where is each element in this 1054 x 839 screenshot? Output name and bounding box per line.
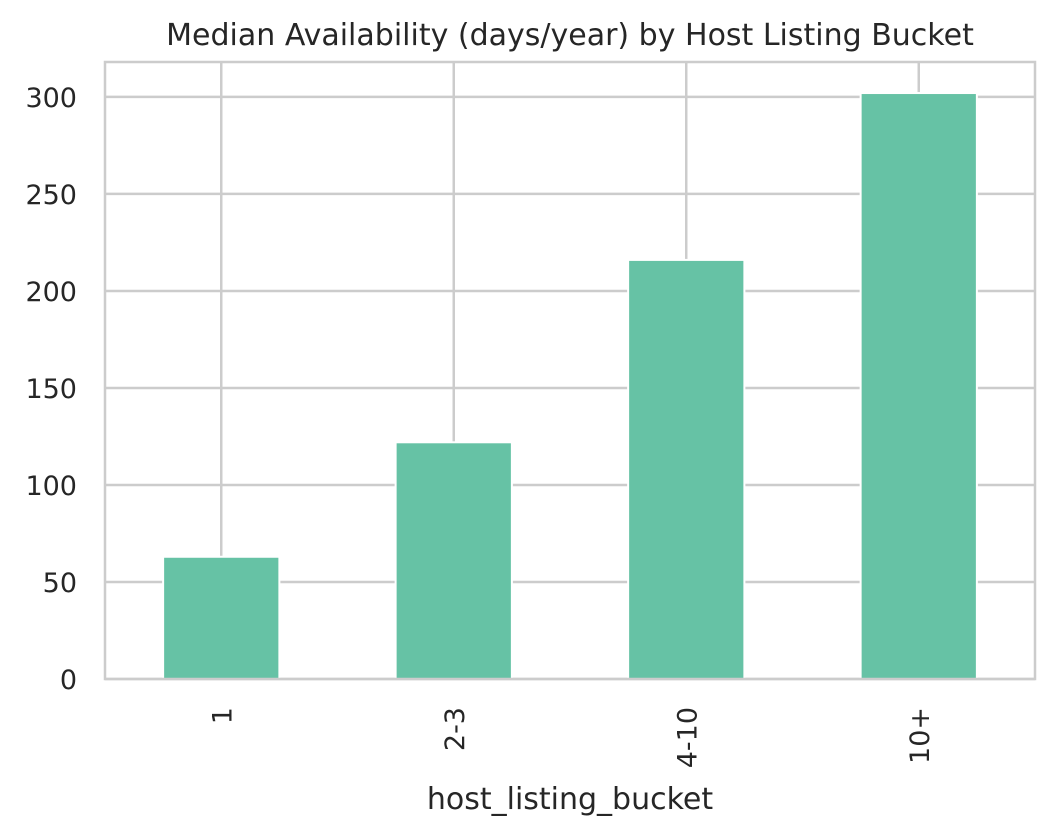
bar-10+	[859, 92, 978, 681]
y-tick-label: 50	[43, 568, 77, 599]
bar-4-10	[627, 258, 746, 680]
bar-1	[162, 555, 281, 681]
y-tick-label: 100	[25, 471, 77, 502]
y-tick-label: 0	[60, 665, 77, 696]
x-tick-label: 10+	[905, 707, 936, 764]
y-tick-label: 300	[25, 83, 77, 114]
x-tick-label: 2-3	[440, 707, 471, 751]
chart-title: Median Availability (days/year) by Host …	[166, 18, 974, 53]
y-tick-labels: 0 50 100 150 200 250 300	[25, 83, 77, 696]
y-tick-label: 150	[25, 374, 77, 405]
x-tick-label: 1	[207, 707, 238, 724]
axes-frame	[103, 60, 1037, 681]
axes-border	[103, 60, 1037, 681]
y-tick-label: 250	[25, 180, 77, 211]
x-axis-label: host_listing_bucket	[427, 782, 714, 817]
bars	[162, 92, 978, 681]
y-tick-label: 200	[25, 277, 77, 308]
bar-2-3	[394, 441, 513, 680]
x-tick-labels: 1 2-3 4-10 10+	[207, 707, 936, 768]
x-tick-label: 4-10	[672, 707, 703, 768]
